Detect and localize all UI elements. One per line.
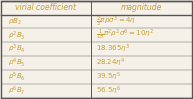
- Text: $\rho^5 B_6$: $\rho^5 B_6$: [8, 70, 26, 83]
- Text: $56.5\eta^6$: $56.5\eta^6$: [96, 84, 122, 97]
- Text: $\rho^4 B_5$: $\rho^4 B_5$: [8, 57, 26, 69]
- Text: magnitude: magnitude: [121, 3, 162, 12]
- Text: $\frac{2}{3}\pi\rho\sigma^3 = 4\eta$: $\frac{2}{3}\pi\rho\sigma^3 = 4\eta$: [96, 14, 136, 29]
- Text: $\rho^3 B_4$: $\rho^3 B_4$: [8, 43, 26, 55]
- Text: $39.5\eta^5$: $39.5\eta^5$: [96, 71, 122, 83]
- Text: virial coefficient: virial coefficient: [15, 3, 76, 12]
- Text: $28.24\eta^4$: $28.24\eta^4$: [96, 57, 126, 69]
- Text: $\rho^6 B_7$: $\rho^6 B_7$: [8, 84, 26, 97]
- Text: $18.365\eta^3$: $18.365\eta^3$: [96, 43, 130, 55]
- Text: $\frac{1}{18}\pi^2\rho^2\sigma^6 = 10\eta^2$: $\frac{1}{18}\pi^2\rho^2\sigma^6 = 10\et…: [96, 28, 155, 42]
- Text: $\rho B_2$: $\rho B_2$: [8, 16, 22, 27]
- Text: $\rho^2 B_3$: $\rho^2 B_3$: [8, 29, 26, 41]
